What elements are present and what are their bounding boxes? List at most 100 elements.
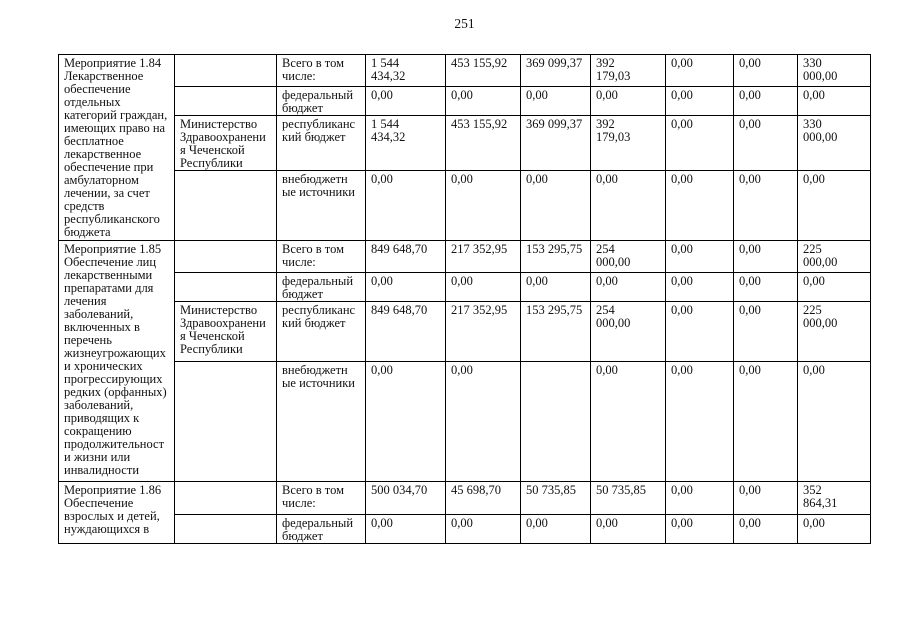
value-cell: 392 179,03 bbox=[590, 54, 666, 87]
value-cell: 0,00 bbox=[520, 272, 591, 302]
value-cell: 0,00 bbox=[733, 115, 798, 171]
value-cell: 453 155,92 bbox=[445, 54, 521, 87]
value-cell: 849 648,70 bbox=[365, 240, 446, 273]
value-cell: 369 099,37 bbox=[520, 115, 591, 171]
value-cell: 0,00 bbox=[665, 170, 734, 241]
value-cell bbox=[520, 361, 591, 482]
executor-cell bbox=[174, 481, 277, 515]
value-cell: 0,00 bbox=[445, 170, 521, 241]
source-cell: федеральный бюджет bbox=[276, 514, 366, 544]
value-cell: 0,00 bbox=[520, 170, 591, 241]
value-cell: 453 155,92 bbox=[445, 115, 521, 171]
value-cell: 0,00 bbox=[365, 361, 446, 482]
table-row: федеральный бюджет 0,00 0,00 0,00 0,00 0… bbox=[59, 272, 871, 302]
table-row: Мероприятие 1.86 Обеспечение взрослых и … bbox=[58, 481, 871, 544]
table-row: Мероприятие 1.84 Лекарственное обеспечен… bbox=[58, 54, 871, 241]
value-cell: 1 544 434,32 bbox=[365, 54, 446, 87]
value-cell: 0,00 bbox=[365, 514, 446, 544]
budget-table: Мероприятие 1.84 Лекарственное обеспечен… bbox=[58, 54, 871, 544]
value-cell: 0,00 bbox=[733, 514, 798, 544]
value-cell: 50 735,85 bbox=[520, 481, 591, 515]
source-cell: Всего в том числе: bbox=[276, 481, 366, 515]
value-cell: 0,00 bbox=[520, 86, 591, 116]
value-cell: 0,00 bbox=[797, 361, 871, 482]
value-cell: 0,00 bbox=[665, 86, 734, 116]
page-number: 251 bbox=[454, 16, 475, 31]
value-cell: 0,00 bbox=[445, 361, 521, 482]
value-cell: 0,00 bbox=[590, 86, 666, 116]
value-cell: 0,00 bbox=[733, 54, 798, 87]
source-cell: республиканс кий бюджет bbox=[276, 301, 366, 362]
value-cell: 0,00 bbox=[590, 272, 666, 302]
value-cell: 50 735,85 bbox=[590, 481, 666, 515]
value-cell: 0,00 bbox=[733, 240, 798, 273]
table-row: внебюджетн ые источники 0,00 0,00 0,00 0… bbox=[59, 170, 871, 241]
value-cell: 1 544 434,32 bbox=[365, 115, 446, 171]
executor-cell bbox=[174, 240, 277, 273]
value-cell: 0,00 bbox=[797, 170, 871, 241]
value-cell: 0,00 bbox=[665, 514, 734, 544]
source-cell: республиканс кий бюджет bbox=[276, 115, 366, 171]
value-cell: 0,00 bbox=[520, 514, 591, 544]
value-cell: 0,00 bbox=[665, 361, 734, 482]
value-cell: 0,00 bbox=[665, 115, 734, 171]
value-cell: 0,00 bbox=[665, 272, 734, 302]
value-cell: 0,00 bbox=[797, 86, 871, 116]
value-cell: 0,00 bbox=[365, 272, 446, 302]
executor-cell: Министерство Здравоохранени я Чеченской … bbox=[174, 115, 277, 171]
value-cell: 0,00 bbox=[665, 54, 734, 87]
executor-cell bbox=[174, 272, 277, 302]
value-cell: 0,00 bbox=[733, 301, 798, 362]
value-cell: 0,00 bbox=[445, 272, 521, 302]
value-cell: 330 000,00 bbox=[797, 54, 871, 87]
value-cell: 254 000,00 bbox=[590, 301, 666, 362]
value-cell: 0,00 bbox=[365, 170, 446, 241]
value-cell: 0,00 bbox=[590, 361, 666, 482]
value-cell: 0,00 bbox=[590, 514, 666, 544]
executor-cell: Министерство Здравоохранени я Чеченской … bbox=[174, 301, 277, 362]
table-row: федеральный бюджет 0,00 0,00 0,00 0,00 0… bbox=[59, 86, 871, 116]
value-cell: 225 000,00 bbox=[797, 301, 871, 362]
value-cell: 0,00 bbox=[365, 86, 446, 116]
value-cell: 369 099,37 bbox=[520, 54, 591, 87]
value-cell: 352 864,31 bbox=[797, 481, 871, 515]
value-cell: 0,00 bbox=[665, 301, 734, 362]
table-row: Министерство Здравоохранени я Чеченской … bbox=[59, 301, 871, 362]
value-cell: 0,00 bbox=[445, 514, 521, 544]
value-cell: 153 295,75 bbox=[520, 240, 591, 273]
value-cell: 0,00 bbox=[733, 361, 798, 482]
table-row: федеральный бюджет 0,00 0,00 0,00 0,00 0… bbox=[59, 514, 871, 544]
value-cell: 0,00 bbox=[797, 514, 871, 544]
source-cell: Всего в том числе: bbox=[276, 240, 366, 273]
value-cell: 0,00 bbox=[733, 170, 798, 241]
value-cell: 392 179,03 bbox=[590, 115, 666, 171]
value-cell: 849 648,70 bbox=[365, 301, 446, 362]
value-cell: 0,00 bbox=[733, 86, 798, 116]
value-cell: 0,00 bbox=[665, 240, 734, 273]
value-cell: 153 295,75 bbox=[520, 301, 591, 362]
executor-cell bbox=[174, 86, 277, 116]
value-cell: 254 000,00 bbox=[590, 240, 666, 273]
activity-cell: Мероприятие 1.85 Обеспечение лиц лекарст… bbox=[58, 240, 175, 482]
value-cell: 0,00 bbox=[733, 272, 798, 302]
value-cell: 217 352,95 bbox=[445, 301, 521, 362]
source-cell: Всего в том числе: bbox=[276, 54, 366, 87]
source-cell: федеральный бюджет bbox=[276, 272, 366, 302]
source-cell: внебюджетн ые источники bbox=[276, 170, 366, 241]
executor-cell bbox=[174, 54, 277, 87]
value-cell: 45 698,70 bbox=[445, 481, 521, 515]
value-cell: 0,00 bbox=[590, 170, 666, 241]
value-cell: 0,00 bbox=[733, 481, 798, 515]
value-cell: 217 352,95 bbox=[445, 240, 521, 273]
table-row: внебюджетн ые источники 0,00 0,00 0,00 0… bbox=[59, 361, 871, 482]
value-cell: 500 034,70 bbox=[365, 481, 446, 515]
value-cell: 330 000,00 bbox=[797, 115, 871, 171]
activity-cell: Мероприятие 1.84 Лекарственное обеспечен… bbox=[58, 54, 175, 241]
value-cell: 0,00 bbox=[445, 86, 521, 116]
executor-cell bbox=[174, 170, 277, 241]
table-row: Министерство Здравоохранени я Чеченской … bbox=[59, 115, 871, 171]
value-cell: 225 000,00 bbox=[797, 240, 871, 273]
value-cell: 0,00 bbox=[797, 272, 871, 302]
activity-cell: Мероприятие 1.86 Обеспечение взрослых и … bbox=[58, 481, 175, 544]
value-cell: 0,00 bbox=[665, 481, 734, 515]
